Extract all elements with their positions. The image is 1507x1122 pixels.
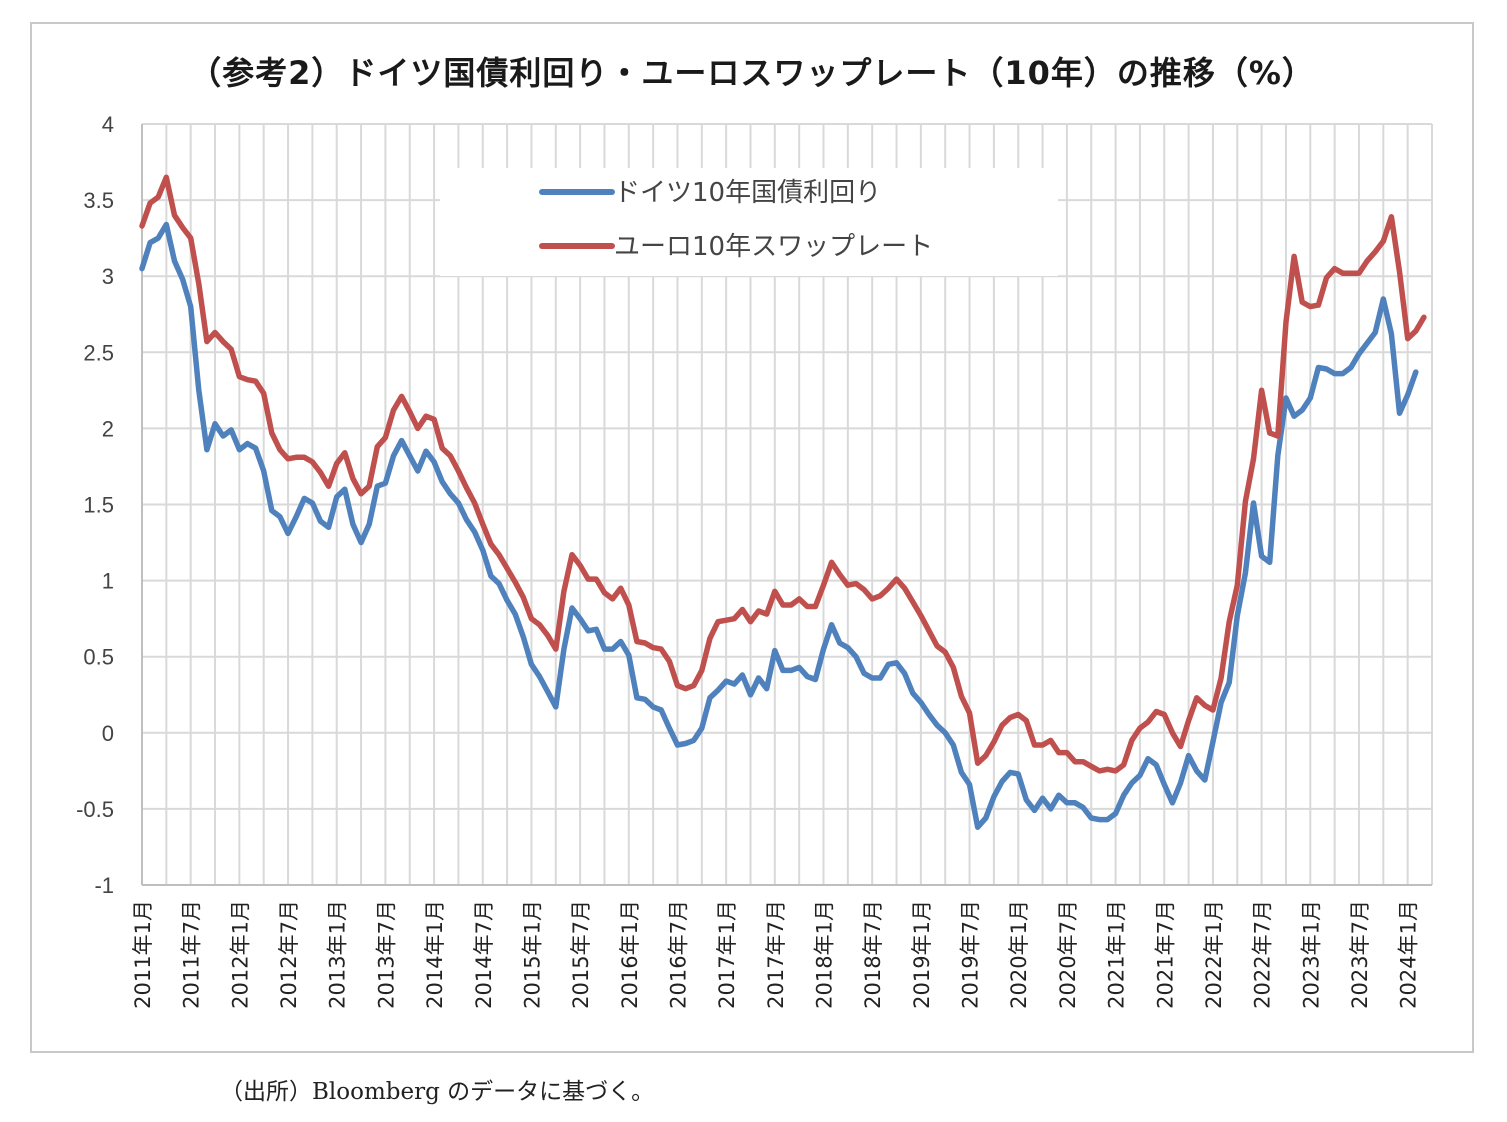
x-tick-label: 2024年1月 [1397,900,1421,1009]
series-line-2 [139,174,1427,774]
x-tick-label: 2017年7月 [764,900,788,1009]
y-tick-label: -1 [94,873,114,898]
x-tick-label: 2018年7月 [861,900,885,1009]
source-note: （出所）Bloomberg のデータに基づく。 [220,1079,655,1105]
x-tick-label: 2017年1月 [715,900,739,1009]
legend-label-1: ドイツ10年国債利回り [614,178,881,208]
x-tick-label: 2012年7月 [277,900,301,1009]
series-line-1 [139,221,1419,830]
x-tick-label: 2019年7月 [959,900,983,1009]
x-tick-label: 2016年7月 [666,900,690,1009]
series-lines [139,174,1427,830]
chart-title: （参考2）ドイツ国債利回り・ユーロスワップレート（10年）の推移（%） [189,54,1315,92]
x-tick-label: 2016年1月 [618,900,642,1009]
y-tick-label: 1.5 [83,493,114,518]
x-tick-label: 2023年7月 [1348,900,1372,1009]
x-tick-label: 2021年1月 [1105,900,1129,1009]
legend-label-2: ユーロ10年スワップレート [614,232,933,262]
x-tick-label: 2019年1月 [910,900,934,1009]
x-tick-label: 2018年1月 [813,900,837,1009]
x-tick-label: 2011年1月 [131,900,155,1009]
x-tick-label: 2015年7月 [569,900,593,1009]
y-tick-label: 4 [102,112,114,137]
x-tick-label: 2014年7月 [472,900,496,1009]
x-tick-label: 2014年1月 [423,900,447,1009]
x-tick-label: 2011年7月 [180,900,204,1009]
x-tick-label: 2020年1月 [1007,900,1031,1009]
x-tick-label: 2023年1月 [1299,900,1323,1009]
y-tick-label: 3 [102,264,114,289]
x-tick-label: 2022年7月 [1251,900,1275,1009]
legend-box [440,168,1058,276]
x-tick-label: 2012年1月 [228,900,252,1009]
y-tick-label: -0.5 [76,797,114,822]
y-tick-label: 2.5 [83,340,114,365]
x-tick-label: 2013年7月 [374,900,398,1009]
x-tick-label: 2021年7月 [1153,900,1177,1009]
y-tick-label: 0 [102,721,114,746]
y-tick-label: 0.5 [83,645,114,670]
y-tick-label: 2 [102,416,114,441]
x-tick-label: 2020年7月 [1056,900,1080,1009]
x-tick-label: 2013年1月 [326,900,350,1009]
axes: 4 3.5 3 2.5 2 1.5 1 0.5 0 -0.5 -1 2011年1月 2011年7月 201… [76,112,1432,1009]
x-tick-label: 2015年1月 [520,900,544,1009]
x-tick-label: 2022年1月 [1202,900,1226,1009]
y-tick-label: 1 [102,569,114,594]
y-tick-label: 3.5 [83,188,114,213]
